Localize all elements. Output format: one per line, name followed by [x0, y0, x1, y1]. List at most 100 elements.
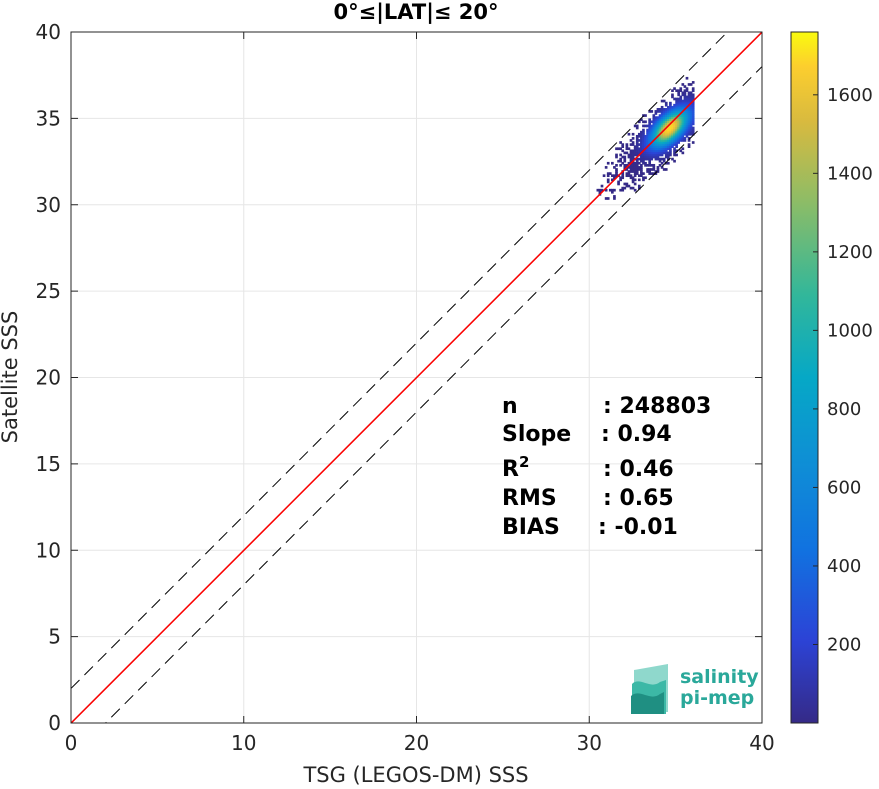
- density-cell: [683, 103, 687, 107]
- density-cell: [635, 124, 639, 128]
- density-cell: [633, 166, 637, 169]
- density-cell: [613, 195, 616, 198]
- density-cell: [640, 141, 643, 144]
- density-cell: [673, 105, 676, 109]
- density-cell: [619, 163, 622, 167]
- density-cell: [679, 89, 683, 93]
- density-cell: [662, 130, 666, 134]
- density-cell: [660, 134, 664, 138]
- density-cell: [654, 112, 658, 115]
- density-cell: [669, 120, 672, 124]
- density-cell: [637, 132, 641, 136]
- density-cell: [675, 118, 678, 122]
- density-cell: [648, 118, 652, 122]
- x-tick-label: 10: [231, 731, 256, 755]
- density-cell: [664, 147, 668, 151]
- density-cell: [660, 126, 664, 130]
- density-cell: [679, 110, 683, 113]
- density-cell: [664, 110, 668, 113]
- density-cell: [691, 114, 695, 117]
- density-cell: [681, 93, 685, 97]
- density-cell: [679, 103, 683, 107]
- x-tick-label: 30: [577, 731, 602, 755]
- density-cell: [677, 134, 681, 138]
- density-cell: [625, 145, 629, 148]
- density-cell: [656, 120, 660, 124]
- density-cell: [627, 170, 631, 173]
- density-cell: [650, 151, 654, 155]
- density-cell: [675, 130, 678, 134]
- density-cell: [648, 163, 652, 167]
- density-cell: [660, 145, 664, 148]
- density-cell: [652, 166, 656, 169]
- density-cell: [669, 103, 672, 107]
- density-cell: [685, 124, 689, 128]
- density-cell: [673, 149, 676, 153]
- density-cell: [658, 139, 662, 142]
- density-cell: [691, 108, 695, 111]
- density-cell: [679, 114, 683, 117]
- density-cell: [642, 124, 645, 128]
- density-cell: [635, 170, 639, 173]
- density-cell: [664, 130, 668, 134]
- density-cell: [650, 153, 654, 157]
- density-cell: [644, 141, 647, 144]
- density-cell: [687, 97, 691, 101]
- density-cell: [629, 155, 633, 159]
- density-cell: [687, 114, 691, 117]
- density-cell: [637, 157, 641, 161]
- density-cell: [652, 151, 656, 155]
- density-cell: [629, 143, 633, 146]
- density-cell: [606, 161, 610, 165]
- density-cell: [669, 108, 672, 111]
- density-cell: [664, 132, 668, 136]
- density-cell: [621, 149, 625, 153]
- density-cell: [679, 124, 683, 128]
- y-tick-label: 5: [48, 625, 61, 649]
- density-cell: [685, 120, 689, 124]
- density-cell: [631, 132, 635, 136]
- density-cell: [623, 151, 627, 155]
- density-cell: [635, 137, 639, 140]
- density-cell: [640, 137, 643, 140]
- density-cell: [623, 163, 627, 167]
- density-cell: [691, 95, 695, 99]
- density-cell: [650, 126, 654, 130]
- density-cell: [650, 130, 654, 134]
- density-cell: [673, 130, 676, 134]
- density-cell: [654, 132, 658, 136]
- density-cell: [681, 114, 685, 117]
- density-cell: [633, 124, 637, 128]
- density-cell: [687, 83, 691, 86]
- density-cell: [642, 157, 645, 161]
- density-cell: [642, 176, 645, 180]
- density-cell: [648, 134, 652, 138]
- density-cell: [689, 118, 693, 122]
- density-cell: [689, 114, 693, 117]
- density-cell: [650, 120, 654, 124]
- density-cell: [619, 178, 622, 182]
- density-cell: [677, 120, 681, 124]
- density-cell: [631, 186, 635, 190]
- density-cell: [640, 147, 643, 151]
- density-cell: [656, 139, 660, 142]
- density-cell: [683, 85, 687, 88]
- density-cell: [689, 126, 693, 130]
- density-cell: [633, 188, 637, 192]
- density-cell: [675, 89, 678, 93]
- density-cell: [633, 151, 637, 155]
- density-cell: [671, 132, 674, 136]
- stat-label: n: [502, 394, 518, 419]
- density-cell: [683, 93, 687, 97]
- density-cell: [671, 124, 674, 128]
- density-cell: [648, 172, 652, 175]
- density-cell: [675, 134, 678, 138]
- density-cell: [635, 153, 639, 157]
- density-cell: [687, 95, 691, 99]
- density-cell: [654, 130, 658, 134]
- density-cell: [629, 168, 633, 171]
- density-cell: [666, 139, 670, 142]
- density-cell: [687, 91, 691, 95]
- density-cell: [660, 118, 664, 122]
- stat-label: Slope: [502, 422, 571, 447]
